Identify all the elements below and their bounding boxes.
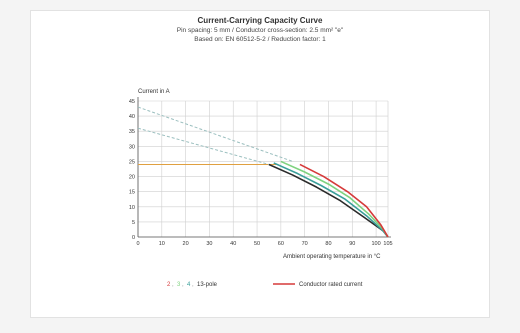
- y-tick-label: 35: [129, 129, 135, 135]
- x-tick-label: 100: [372, 241, 381, 247]
- series-line-1: [273, 162, 389, 238]
- chart-subtitle-1: Pin spacing: 5 mm / Conductor cross-sect…: [176, 27, 344, 34]
- legend-pole-13: 13-pole: [197, 282, 218, 288]
- chart-grid: [137, 100, 389, 238]
- legend-pole-4: 4: [187, 282, 191, 288]
- y-tick-label: 0: [132, 235, 135, 241]
- x-tick-label: 50: [254, 241, 260, 247]
- legend-rated-label: Conductor rated current: [299, 282, 363, 288]
- series-dashed-extension: [137, 106, 293, 162]
- y-axis-label: Current in A: [138, 89, 170, 95]
- svg-text:,: ,: [182, 282, 184, 288]
- x-tick-label: 40: [230, 241, 236, 247]
- chart-series: [137, 106, 389, 238]
- chart-card: Current-Carrying Capacity Curve Pin spac…: [30, 10, 490, 318]
- chart-title: Current-Carrying Capacity Curve: [197, 16, 323, 25]
- chart-axes: [137, 97, 391, 238]
- legend-pole-3: 3: [177, 282, 181, 288]
- y-tick-label: 20: [129, 175, 135, 181]
- y-tick-label: 30: [129, 144, 135, 150]
- svg-text:,: ,: [192, 282, 194, 288]
- chart-subtitle-2: Based on: EN 60512-5-2 / Reduction facto…: [194, 36, 326, 43]
- svg-text:,: ,: [172, 282, 174, 288]
- x-tick-label: 0: [136, 241, 139, 247]
- current-capacity-chart: 0 10 20 30 40 50 60 70 80 90 100 105 0 5 10 15 20 25 30 35 4…: [129, 89, 393, 288]
- y-tick-label: 5: [132, 220, 135, 226]
- x-tick-label: 105: [383, 241, 392, 247]
- y-tick-label: 40: [129, 114, 135, 120]
- x-axis-label: Ambient operating temperature in °C: [283, 254, 381, 260]
- chart-header: Current-Carrying Capacity Curve Pin spac…: [31, 15, 489, 44]
- y-tick-label: 15: [129, 190, 135, 196]
- legend-pole-2: 2: [167, 282, 171, 288]
- x-tick-label: 60: [278, 241, 284, 247]
- x-tick-label: 90: [349, 241, 355, 247]
- x-tick-label: 80: [325, 241, 331, 247]
- series-dashed-extension: [137, 127, 270, 165]
- x-tick-label: 10: [159, 241, 165, 247]
- y-tick-label: 10: [129, 205, 135, 211]
- y-tick-label: 25: [129, 159, 135, 165]
- x-tick-label: 20: [183, 241, 189, 247]
- chart-ticks: 0 10 20 30 40 50 60 70 80 90 100 105 0 5 10 15 20 25 30 35 4…: [129, 99, 393, 247]
- y-tick-label: 45: [129, 99, 135, 105]
- series-line-3: [299, 163, 389, 238]
- chart-legend: 2 , 3 , 4 , 13-pole Conductor rated curr…: [167, 282, 363, 288]
- x-tick-label: 70: [302, 241, 308, 247]
- x-tick-label: 30: [206, 241, 212, 247]
